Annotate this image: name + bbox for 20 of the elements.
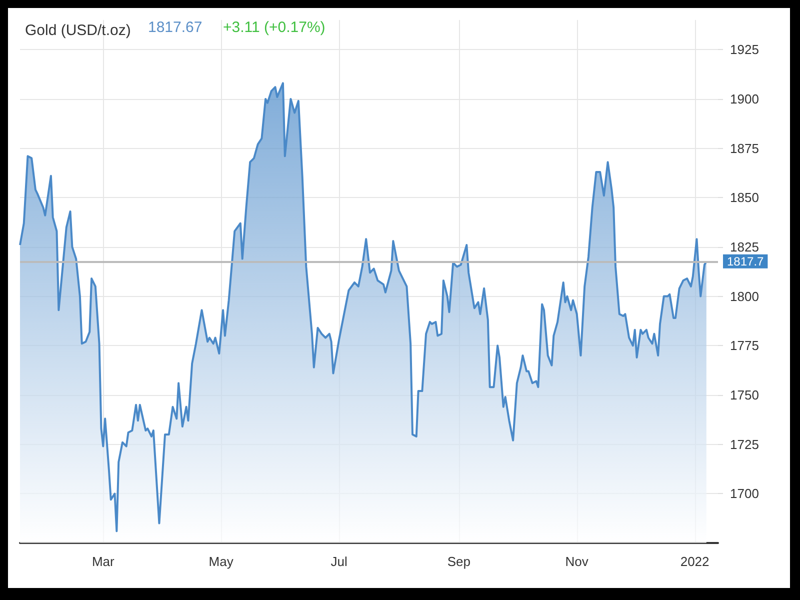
y-tick-label: 1925 [730,42,759,58]
annotation: 1817.67 [148,19,202,36]
y-tick-label: 1700 [730,486,759,502]
x-tick-label: Nov [565,554,589,569]
x-tick-label: May [208,554,234,569]
y-tick-label: 1800 [730,288,759,304]
x-tick-label: 2022 [680,554,710,569]
x-tick-label: Jul [330,554,348,569]
y-tick-label: 1725 [730,436,759,452]
ref-line-label: 1817.7 [727,254,764,268]
y-tick-label: 1775 [730,338,759,354]
y-tick-label: 1750 [730,387,759,402]
x-tick-label: Mar [92,554,116,569]
x-tick-label: Sep [447,554,470,569]
y-tick-label: 1875 [730,140,759,156]
y-tick-label: 1900 [730,91,759,106]
y-tick-label: 1850 [730,190,759,206]
y-tick-label: 1825 [730,239,759,254]
annotation: +3.11 (+0.17%) [223,19,326,36]
chart-title: Gold (USD/t.oz) [25,22,131,39]
